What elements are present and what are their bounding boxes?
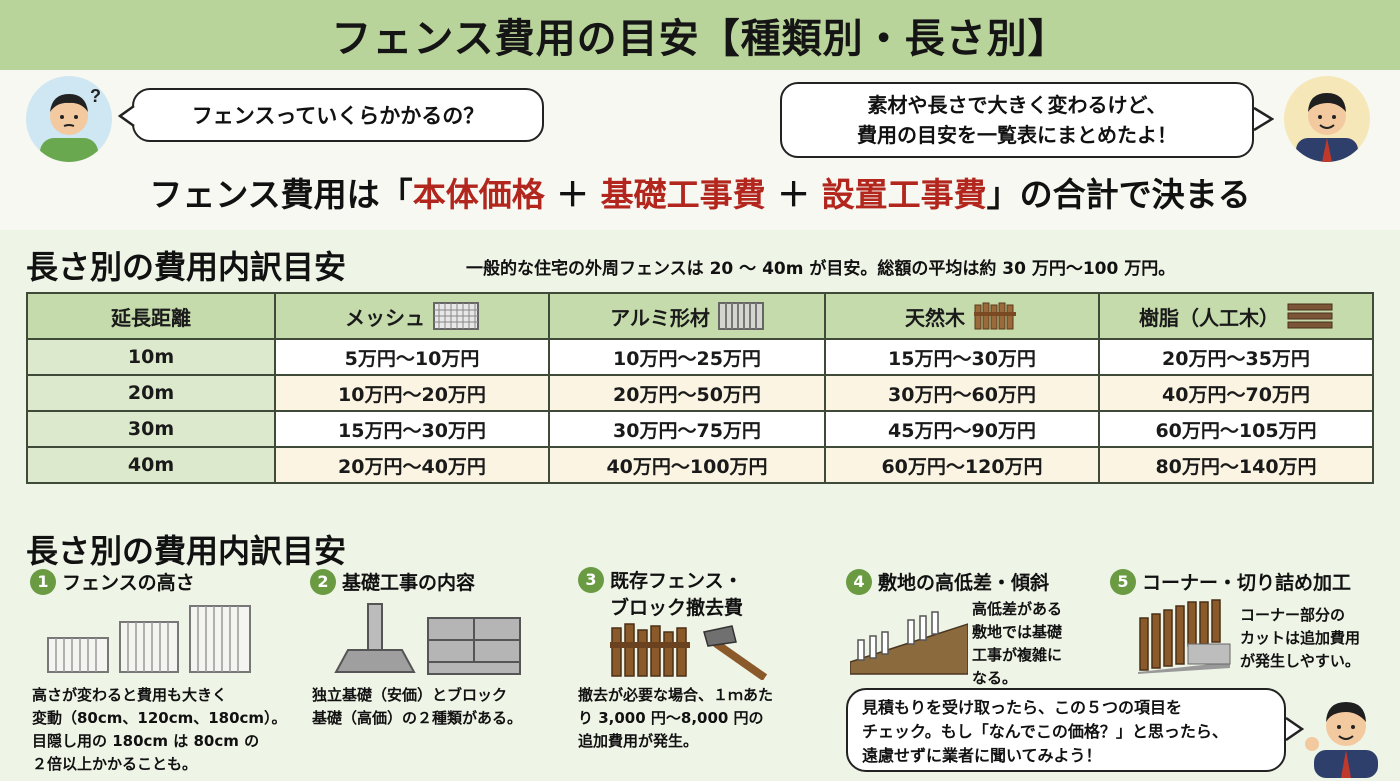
advisor-avatar (1300, 686, 1392, 778)
factor-title: 敷地の高低差・傾斜 (878, 572, 1050, 594)
cost-table: 延長距離 メッシュ アルミ形材 天然木 樹脂（人工木） 10m 5万円～10万円… (26, 292, 1374, 484)
fence-height-icon (47, 605, 251, 673)
corner-fence-icon (1138, 599, 1231, 674)
cost-cell: 5万円～10万円 (274, 338, 550, 376)
factor-description: コーナー部分の カットは追加費用 が発生しやすい。 (1240, 606, 1361, 670)
cost-cell: 15万円～30万円 (274, 410, 550, 448)
slope-fence-icon (850, 611, 968, 675)
fence-removal-icon (610, 623, 768, 680)
factor-removal: 3 既存フェンス・ ブロック撤去費 (578, 566, 743, 620)
number-badge: 2 (310, 568, 336, 595)
page-title: フェンス費用の目安【種類別・長さ別】 (331, 16, 1069, 62)
cost-cell: 20万円～35万円 (1098, 338, 1374, 376)
number-badge: 3 (578, 566, 604, 593)
header-mesh: メッシュ (274, 292, 550, 340)
table-note: 一般的な住宅の外周フェンスは 20 ～ 40m が目安。総額の平均は約 30 万… (466, 259, 1176, 279)
formula-body-price: 本体価格 (412, 175, 545, 214)
factor-foundation: 2 基礎工事の内容 (310, 568, 475, 595)
cost-cell: 10万円～25万円 (548, 338, 826, 376)
table-section-title: 長さ別の費用内訳目安 (26, 248, 347, 286)
bubble-tail-icon (1285, 716, 1304, 742)
table-row: 10m 5万円～10万円 10万円～25万円 15万円～30万円 20万円～35… (26, 338, 1374, 376)
header-aluminum: アルミ形材 (548, 292, 826, 340)
closing-advice-bubble: 見積もりを受け取ったら、この５つの項目を チェック。もし「なんでこの価格？」と思… (846, 688, 1286, 772)
cost-cell: 15万円～30万円 (824, 338, 1100, 376)
factor-title: フェンスの高さ (62, 572, 195, 594)
customer-avatar: ? (26, 76, 112, 162)
advisor-avatar (1284, 76, 1370, 162)
formula-suffix: 」の合計で決まる (986, 175, 1251, 214)
cost-cell: 10万円～20万円 (274, 374, 550, 412)
formula-installation-cost: 設置工事費 (821, 175, 987, 214)
factor-description: 独立基礎（安価）とブロック 基礎（高価）の２種類がある。 (312, 686, 523, 727)
factors-section-title: 長さ別の費用内訳目安 (26, 532, 347, 570)
question-text: フェンスっていくらかかるの？ (191, 104, 485, 128)
cost-cell: 20万円～50万円 (548, 374, 826, 412)
aluminum-fence-icon (717, 302, 764, 330)
bubble-tail-icon (1253, 106, 1274, 132)
cost-cell: 80万円～140万円 (1098, 446, 1374, 484)
cost-cell: 40万円～70万円 (1098, 374, 1374, 412)
cost-formula: フェンス費用は「本体価格 ＋ 基礎工事費 ＋ 設置工事費」の合計で決まる (0, 168, 1400, 216)
header-length: 延長距離 (26, 292, 276, 340)
closing-line-2: チェック。もし「なんでこの価格？」と思ったら、 (862, 722, 1228, 741)
factor-title: 基礎工事の内容 (342, 572, 476, 594)
row-length: 10m (26, 338, 276, 376)
svg-text:?: ? (90, 86, 101, 106)
table-row: 20m 10万円～20万円 20万円～50万円 30万円～60万円 40万円～7… (26, 374, 1374, 412)
wood-fence-icon (974, 302, 1016, 330)
formula-foundation-cost: 基礎工事費 (600, 175, 766, 214)
formula-plus: ＋ (765, 175, 822, 214)
title-bar: フェンス費用の目安【種類別・長さ別】 (0, 0, 1400, 70)
factor-title-line-1: 既存フェンス・ (610, 570, 743, 592)
resin-fence-icon (1287, 303, 1333, 329)
row-length: 20m (26, 374, 276, 412)
table-header-row: 延長距離 メッシュ アルミ形材 天然木 樹脂（人工木） (26, 292, 1374, 340)
cost-cell: 20万円～40万円 (274, 446, 550, 484)
table-row: 30m 15万円～30万円 30万円～75万円 45万円～90万円 60万円～1… (26, 410, 1374, 448)
foundation-icon (334, 603, 521, 675)
answer-line-2: 費用の目安を一覧表にまとめたよ！ (857, 123, 1177, 147)
cost-cell: 60万円～120万円 (824, 446, 1100, 484)
row-length: 40m (26, 446, 276, 484)
cost-cell: 45万円～90万円 (824, 410, 1100, 448)
number-badge: 5 (1110, 568, 1136, 595)
number-badge: 4 (846, 568, 872, 595)
row-length: 30m (26, 410, 276, 448)
formula-plus: ＋ (544, 175, 601, 214)
cost-cell: 30万円～60万円 (824, 374, 1100, 412)
header-resin: 樹脂（人工木） (1098, 292, 1374, 340)
factor-corner: 5 コーナー・切り詰め加工 (1110, 568, 1351, 595)
factor-slope: 4 敷地の高低差・傾斜 (846, 568, 1049, 595)
factor-title-line-2: ブロック撤去費 (610, 597, 744, 619)
formula-prefix: フェンス費用は「 (149, 175, 413, 214)
closing-line-3: 遠慮せずに業者に聞いてみよう！ (862, 746, 1102, 765)
factor-height: 1 フェンスの高さ (30, 568, 195, 595)
factor-description: 高さが変わると費用も大きく 変動（80cm、120cm、180cm）。 目隠し用の … (32, 686, 287, 773)
answer-line-1: 素材や長さで大きく変わるけど、 (867, 93, 1167, 117)
question-bubble: フェンスっていくらかかるの？ (132, 88, 544, 142)
bubble-tail-icon (118, 104, 135, 128)
cost-cell: 30万円～75万円 (548, 410, 826, 448)
header-natural-wood: 天然木 (824, 292, 1100, 340)
closing-line-1: 見積もりを受け取ったら、この５つの項目を (862, 698, 1183, 717)
cost-cell: 40万円～100万円 (548, 446, 826, 484)
factor-title: コーナー・切り詰め加工 (1142, 572, 1352, 594)
cost-cell: 60万円～105万円 (1098, 410, 1374, 448)
number-badge: 1 (30, 568, 56, 595)
answer-bubble: 素材や長さで大きく変わるけど、 費用の目安を一覧表にまとめたよ！ (780, 82, 1254, 158)
factor-description: 撤去が必要な場合、１ｍあたり 3,000 円～8,000 円の 追加費用が発生。 (578, 686, 774, 750)
factor-description: 高低差がある 敷地では基礎 工事が複雑に なる。 (972, 600, 1063, 687)
mesh-fence-icon (433, 302, 479, 330)
table-row: 40m 20万円～40万円 40万円～100万円 60万円～120万円 80万円… (26, 446, 1374, 484)
